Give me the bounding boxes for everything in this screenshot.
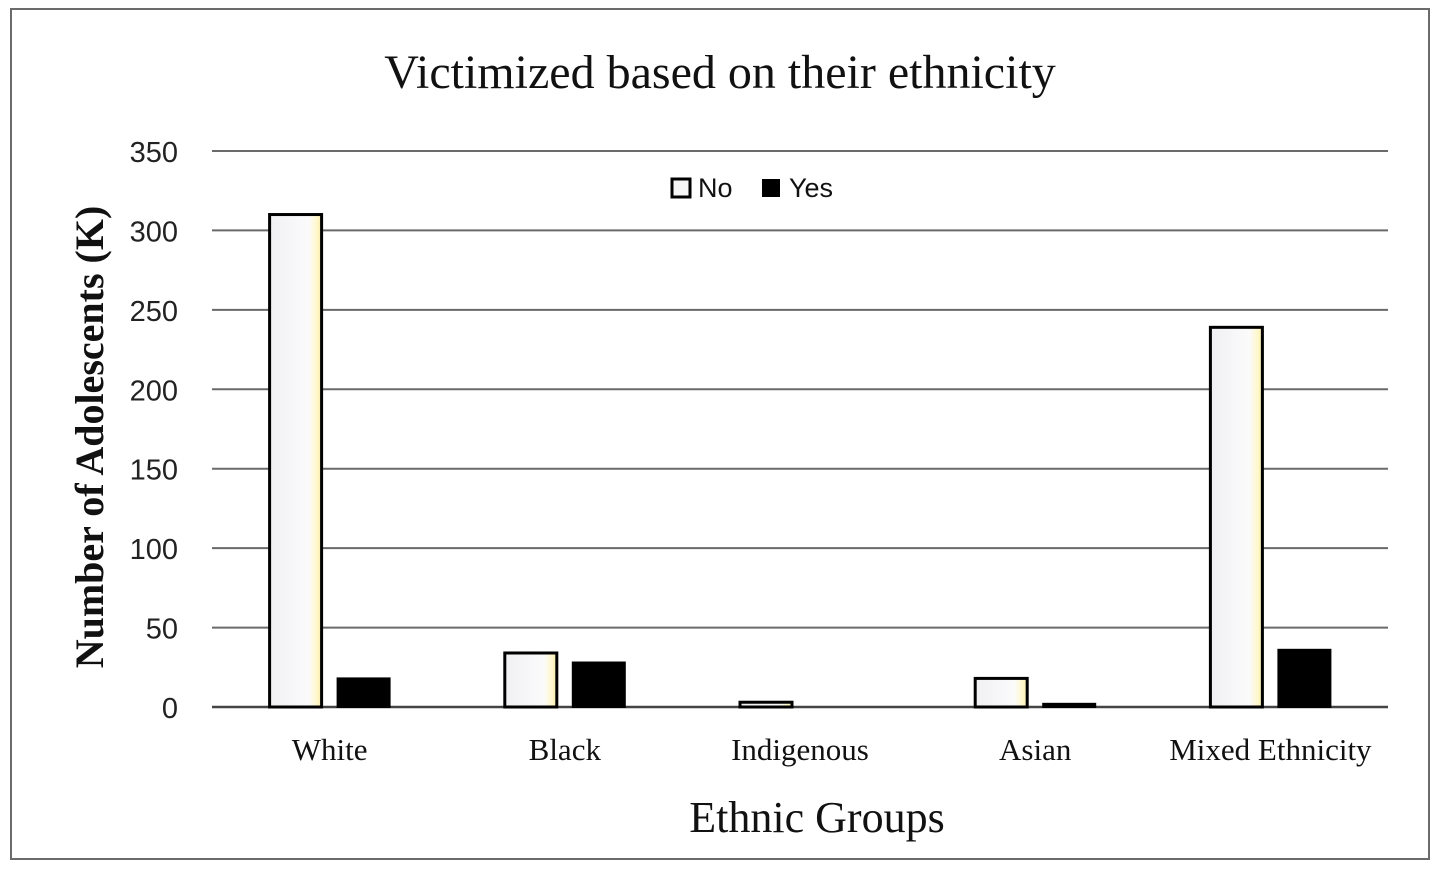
x-tick-label: Indigenous (731, 732, 869, 767)
bar-yes (571, 661, 626, 709)
x-tick-label: White (292, 732, 368, 767)
bar-no (973, 676, 1029, 709)
y-tick-label: 0 (162, 693, 178, 725)
x-axis-label: Ethnic Groups (689, 793, 944, 842)
y-tick-label: 150 (130, 455, 178, 487)
chart-title: Victimized based on their ethnicity (384, 46, 1056, 99)
bars (268, 213, 1332, 709)
legend-swatch-no (670, 177, 692, 199)
x-tick-label: Asian (999, 732, 1072, 767)
y-tick-label: 50 (146, 614, 178, 646)
y-tick-label: 350 (130, 137, 178, 169)
legend-label-no: No (698, 173, 733, 203)
bar-yes (1277, 648, 1332, 708)
bar-no (1208, 325, 1264, 709)
legend-label-yes: Yes (789, 173, 833, 203)
y-tick-label: 100 (130, 534, 178, 566)
x-tick-label: Black (529, 732, 602, 767)
y-axis-label: Number of Adolescents (K) (67, 206, 112, 669)
bar-no (738, 700, 794, 709)
legend-swatch-yes (762, 179, 780, 197)
y-tick-label: 200 (130, 375, 178, 407)
y-tick-label: 250 (130, 296, 178, 328)
bar-yes (1042, 702, 1097, 709)
legend: No Yes (670, 173, 833, 203)
gridlines (212, 150, 1388, 709)
bar-no (268, 213, 324, 709)
bar-no (503, 651, 559, 709)
y-axis-ticks: 0 50 100 150 200 250 300 350 (130, 137, 178, 725)
x-tick-label: Mixed Ethnicity (1169, 732, 1372, 767)
bar-yes (336, 677, 391, 708)
x-axis-ticks: White Black Indigenous Asian Mixed Ethnicity (292, 732, 1372, 767)
y-tick-label: 300 (130, 216, 178, 248)
